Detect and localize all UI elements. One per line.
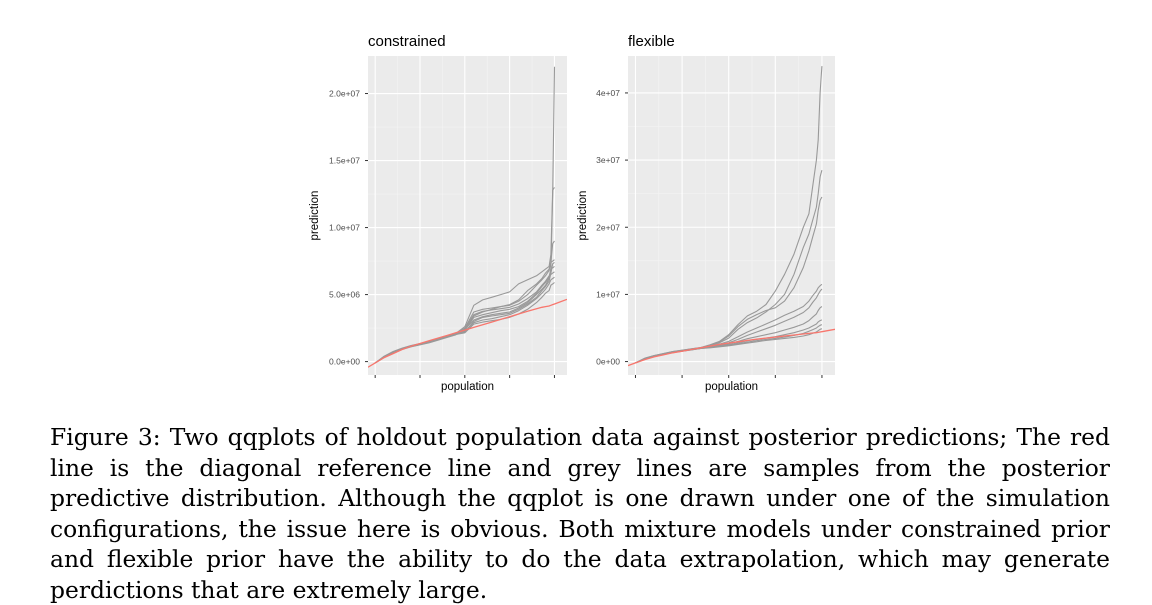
y-tick-label: 3e+07: [596, 155, 620, 165]
y-tick-label: 1.5e+07: [329, 156, 360, 166]
reference-line: [628, 328, 835, 367]
y-tick-label: 2e+07: [596, 222, 620, 232]
lines-group: [368, 66, 567, 368]
y-tick-label: 2.0e+07: [329, 89, 360, 99]
y-tick-label: 1e+07: [596, 289, 620, 299]
lines-group: [628, 66, 835, 367]
panel-title: constrained: [368, 33, 446, 50]
reference-line: [368, 298, 567, 368]
x-axis-label: population: [705, 381, 758, 393]
x-axis-label: population: [441, 381, 494, 393]
panel-title: flexible: [628, 33, 675, 50]
y-axis-label: prediction: [577, 191, 589, 241]
constrained-panel: 0.0e+00 5.0e+06 1.0e+07 1.5e+07 2.0e+07 const…: [309, 33, 567, 393]
y-tick-label: 5.0e+06: [329, 290, 360, 300]
y-tick-label: 4e+07: [596, 88, 620, 98]
figure-caption: Figure 3: Two qqplots of holdout populat…: [50, 423, 1110, 604]
y-axis-label: prediction: [309, 191, 321, 241]
plot-background: [628, 56, 835, 375]
flexible-panel: 0e+00 1e+07 2e+07 3e+07 4e+07 flexible populat…: [577, 33, 835, 393]
y-tick-label: 1.0e+07: [329, 223, 360, 233]
y-tick-label: 0.0e+00: [329, 357, 360, 367]
y-tick-label: 0e+00: [596, 357, 620, 367]
plot-background: [368, 56, 567, 375]
qqplot-figure: 0.0e+00 5.0e+06 1.0e+07 1.5e+07 2.0e+07 const…: [309, 33, 835, 393]
